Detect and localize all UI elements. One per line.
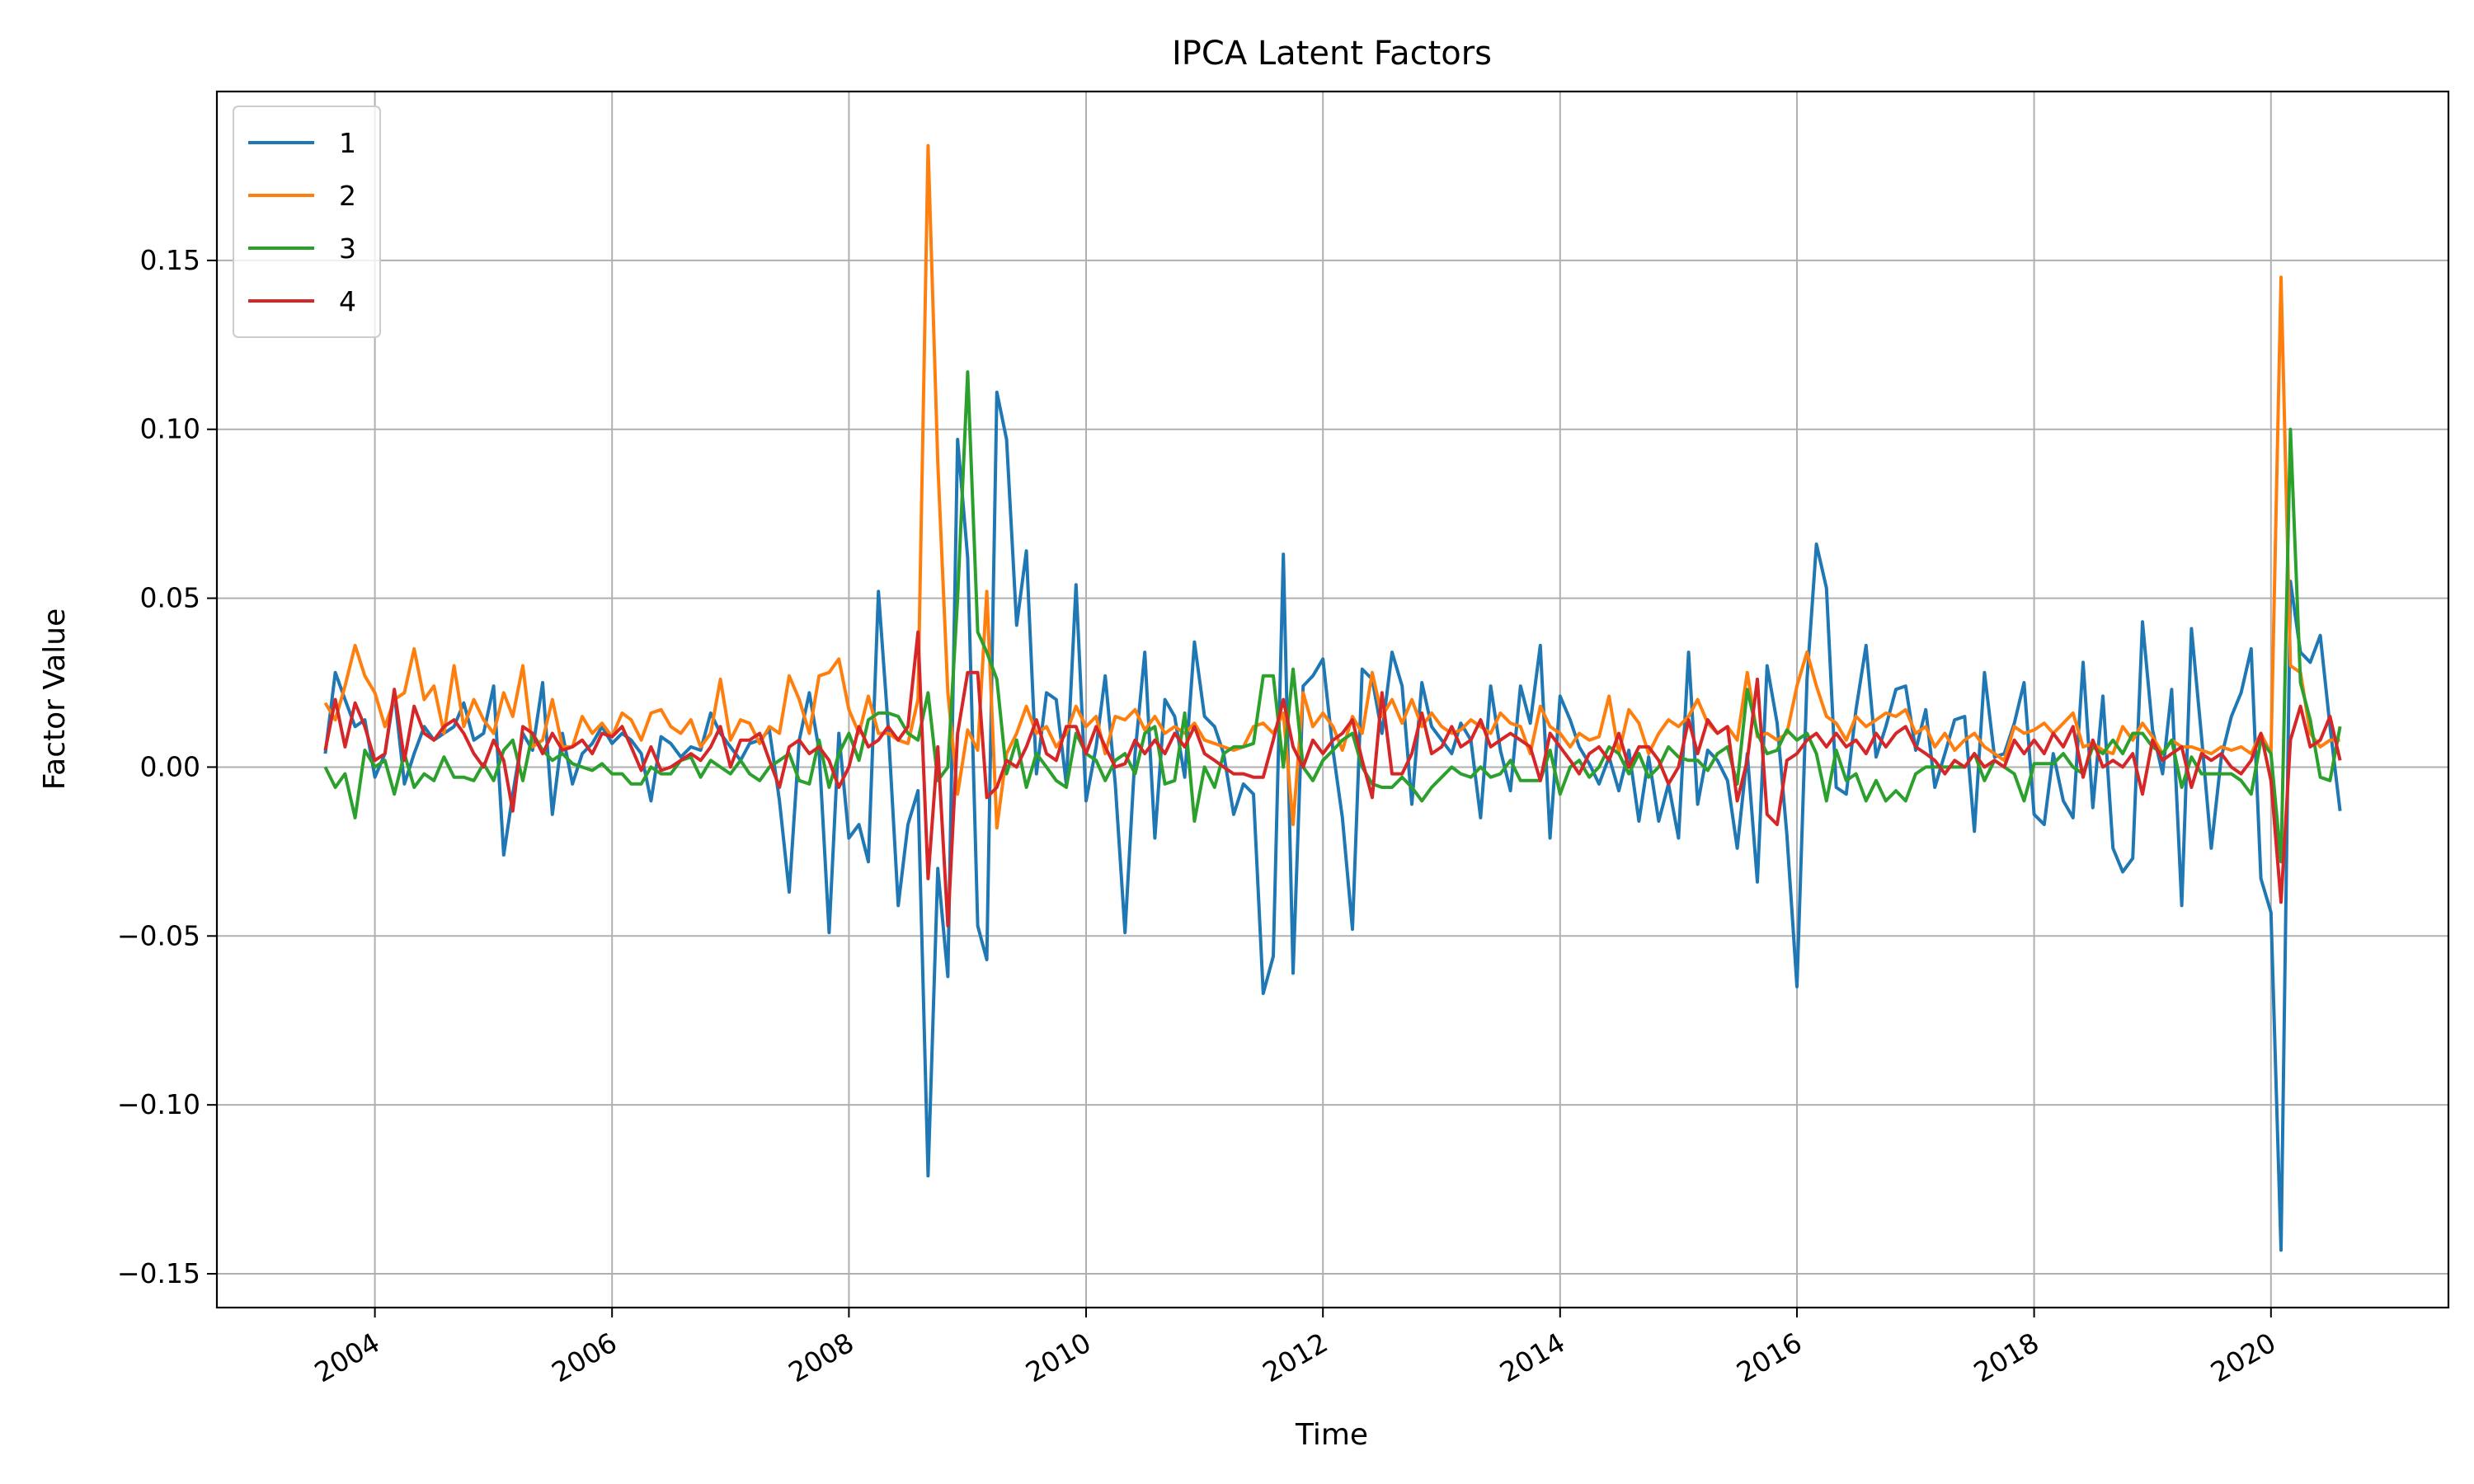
series-lines xyxy=(323,143,2342,1252)
y-tick-label: 0.10 xyxy=(140,413,200,445)
x-axis-label: Time xyxy=(1295,1418,1368,1452)
series-line-4 xyxy=(323,630,2342,928)
legend-box xyxy=(233,106,381,338)
y-axis: 0.15 0.10 0.05 0.00 −0.05 −0.10 −0.15 xyxy=(117,244,217,1289)
legend-label-1: 1 xyxy=(339,127,356,159)
legend-label-2: 2 xyxy=(339,180,356,212)
y-tick-label: −0.05 xyxy=(117,919,200,951)
y-tick-label: −0.15 xyxy=(117,1257,200,1289)
y-axis-label: Factor Value xyxy=(38,608,72,791)
plot-area xyxy=(323,143,2342,1252)
grid-lines xyxy=(217,92,2448,1308)
chart-title: IPCA Latent Factors xyxy=(1172,35,1492,73)
y-tick-label: 0.00 xyxy=(140,750,200,782)
legend-label-3: 3 xyxy=(339,232,356,265)
y-tick-label: 0.15 xyxy=(140,244,200,276)
series-line-2 xyxy=(323,143,2340,830)
legend: 1 2 3 4 xyxy=(233,106,381,338)
y-tick-label: 0.05 xyxy=(140,582,200,614)
y-tick-label: −0.10 xyxy=(117,1088,200,1120)
plot-frame xyxy=(215,90,2450,1309)
legend-label-4: 4 xyxy=(339,285,356,317)
